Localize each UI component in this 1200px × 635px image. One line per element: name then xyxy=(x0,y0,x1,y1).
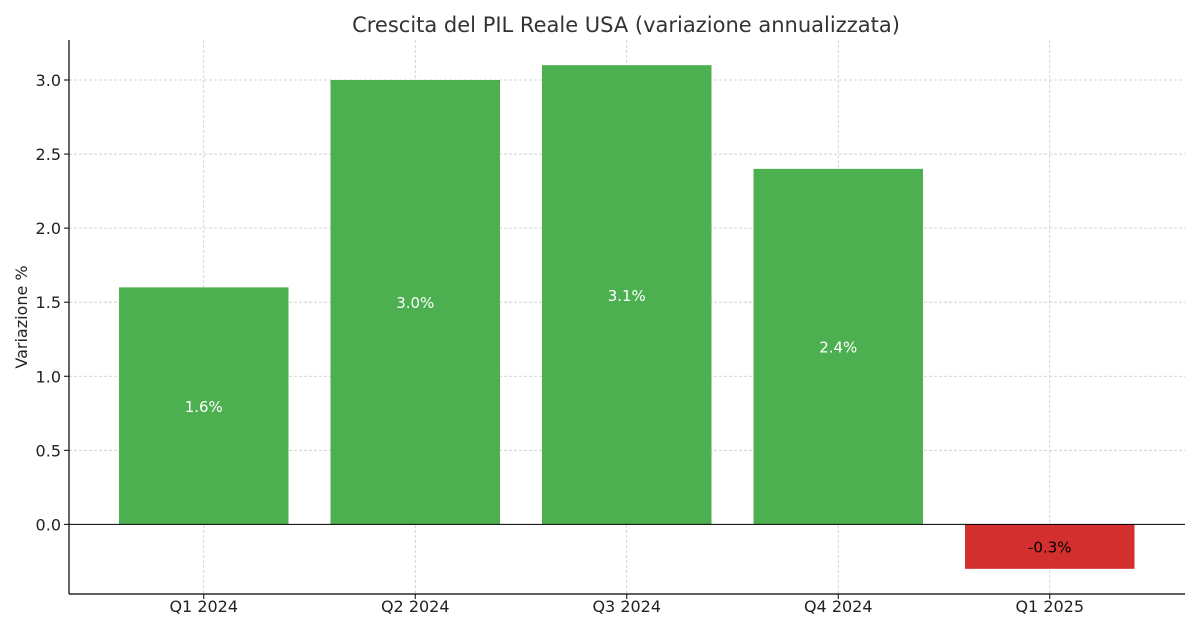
y-tick-label: 2.5 xyxy=(36,145,61,164)
bar-data-label: 2.4% xyxy=(819,339,857,357)
chart-title: Crescita del PIL Reale USA (variazione a… xyxy=(352,13,900,37)
x-tick-label: Q4 2024 xyxy=(804,597,873,616)
bar-data-label: -0.3% xyxy=(1028,539,1072,557)
y-tick-label: 1.5 xyxy=(36,293,61,312)
bar-data-label: 3.0% xyxy=(396,294,434,312)
x-tick-label: Q3 2024 xyxy=(592,597,661,616)
y-tick-label: 3.0 xyxy=(36,71,61,90)
labels-layer: 1.6% 3.0% 3.1% 2.4% -0.3% xyxy=(185,287,1072,557)
bar-q4-2024 xyxy=(753,168,923,525)
bar-q2-2024 xyxy=(330,79,500,525)
x-tick-label: Q1 2024 xyxy=(169,597,238,616)
y-tick-label: 1.0 xyxy=(36,367,61,386)
bars-layer xyxy=(119,65,1135,569)
y-tick-label: 0.5 xyxy=(36,441,61,460)
y-tick-label: 0.0 xyxy=(36,515,61,534)
y-axis-label: Variazione % xyxy=(12,265,31,368)
bar-q3-2024 xyxy=(542,65,712,525)
axes-layer: 0.0 0.5 1.0 1.5 2.0 2.5 3.0 Q1 2024 Q2 2024 Q3 20… xyxy=(36,40,1185,616)
y-tick-label: 2.0 xyxy=(36,219,61,238)
bar-data-label: 1.6% xyxy=(185,398,223,416)
bar-q1-2025 xyxy=(965,524,1135,569)
x-tick-label: Q1 2025 xyxy=(1015,597,1084,616)
bar-data-label: 3.1% xyxy=(608,287,646,305)
bar-q1-2024 xyxy=(119,287,289,525)
x-tick-label: Q2 2024 xyxy=(381,597,450,616)
